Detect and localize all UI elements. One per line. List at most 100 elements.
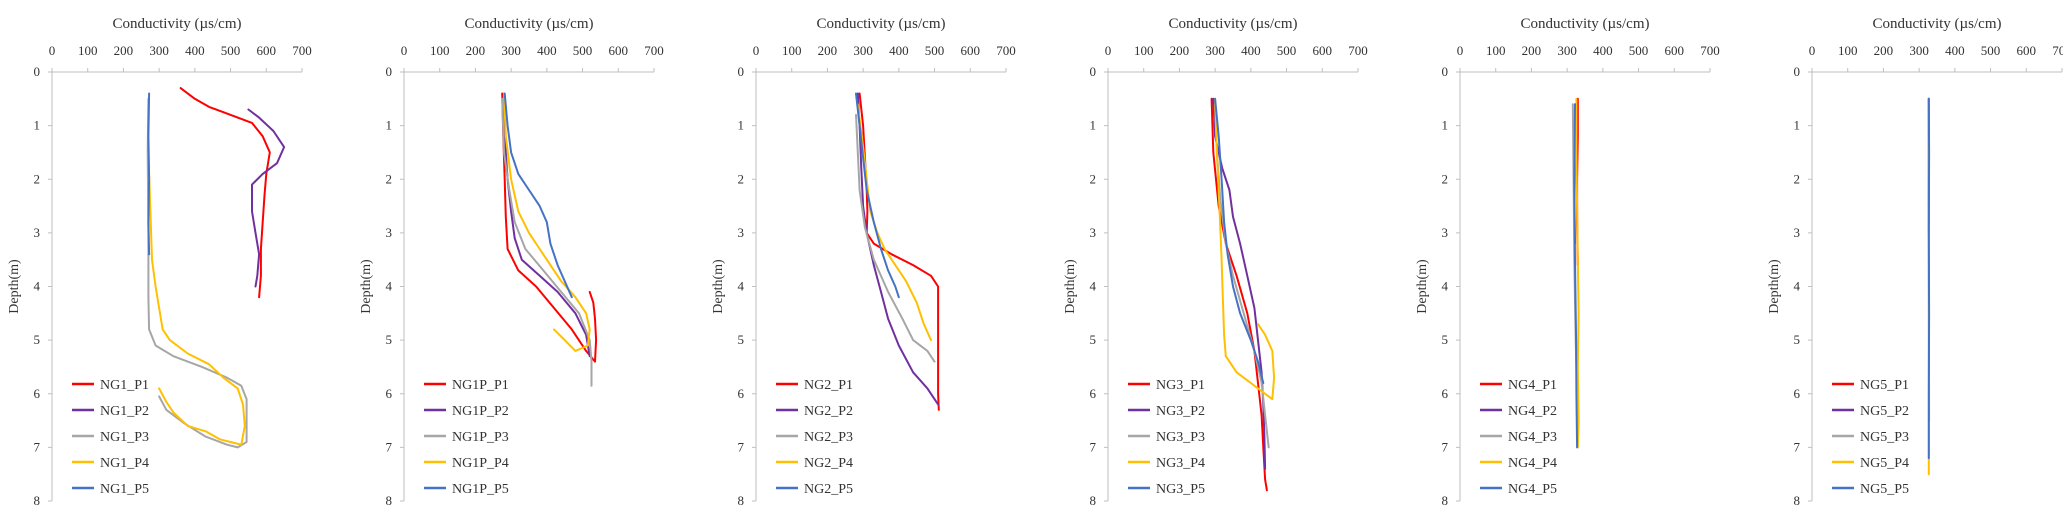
y-tick-label: 5 bbox=[34, 332, 41, 347]
y-tick-label: 4 bbox=[738, 279, 745, 294]
y-tick-label: 4 bbox=[1794, 279, 1801, 294]
y-tick-label: 5 bbox=[738, 332, 745, 347]
chart-panel-6: Conductivity (µs/cm) 0 100 200 300 400 500 600 7… bbox=[1767, 16, 2063, 508]
legend-label: NG5_P5 bbox=[1860, 482, 1909, 497]
series-line-ng2-p2 bbox=[856, 92, 940, 406]
x-tick-label: 700 bbox=[1700, 43, 1720, 58]
series-line-ng3-p1 bbox=[1210, 97, 1268, 492]
legend-label: NG4_P4 bbox=[1508, 456, 1557, 471]
x-tick-label: 600 bbox=[961, 43, 981, 58]
y-tick-label: 3 bbox=[1090, 225, 1097, 240]
legend-label: NG5_P3 bbox=[1860, 430, 1909, 445]
y-axis-title: Depth(m) bbox=[1063, 259, 1078, 314]
y-tick-label: 0 bbox=[34, 64, 41, 79]
x-tick-label: 200 bbox=[818, 43, 838, 58]
x-tick-label: 400 bbox=[185, 43, 205, 58]
y-tick-label: 7 bbox=[1442, 439, 1449, 454]
y-tick-label: 4 bbox=[1090, 279, 1097, 294]
series-line-ng3-p4 bbox=[1214, 97, 1276, 401]
y-axis-title: Depth(m) bbox=[359, 259, 374, 314]
y-tick-label: 8 bbox=[1442, 493, 1449, 508]
legend-label: NG1_P3 bbox=[100, 430, 149, 445]
y-tick-label: 2 bbox=[34, 171, 41, 186]
legend-label: NG3_P1 bbox=[1156, 378, 1205, 393]
legend-label: NG2_P5 bbox=[804, 482, 853, 497]
y-tick-label: 6 bbox=[738, 386, 745, 401]
y-tick-label: 7 bbox=[738, 439, 745, 454]
x-tick-label: 500 bbox=[1629, 43, 1649, 58]
y-tick-label: 8 bbox=[1794, 493, 1801, 508]
legend-label: NG1P_P1 bbox=[452, 378, 509, 393]
x-tick-label: 100 bbox=[78, 43, 98, 58]
legend-label: NG2_P4 bbox=[804, 456, 853, 471]
y-tick-label: 1 bbox=[738, 118, 745, 133]
x-tick-label: 100 bbox=[1486, 43, 1506, 58]
y-tick-label: 2 bbox=[738, 171, 745, 186]
y-tick-label: 3 bbox=[1794, 225, 1801, 240]
y-tick-label: 0 bbox=[1090, 64, 1097, 79]
x-tick-label: 400 bbox=[1945, 43, 1965, 58]
series-line-ng1p-p4 bbox=[503, 92, 591, 352]
x-tick-label: 0 bbox=[1457, 43, 1464, 58]
x-tick-label: 0 bbox=[401, 43, 408, 58]
y-tick-label: 5 bbox=[1442, 332, 1449, 347]
series-line-ng1-p5 bbox=[147, 92, 151, 256]
x-tick-label: 600 bbox=[1313, 43, 1333, 58]
x-tick-label: 100 bbox=[782, 43, 802, 58]
x-tick-label: 500 bbox=[221, 43, 241, 58]
legend-label: NG5_P4 bbox=[1860, 456, 1909, 471]
legend-label: NG1_P2 bbox=[100, 404, 149, 419]
y-tick-label: 4 bbox=[34, 279, 41, 294]
series-line-ng2-p3 bbox=[855, 113, 936, 363]
x-tick-label: 0 bbox=[1105, 43, 1112, 58]
x-tick-label: 200 bbox=[466, 43, 486, 58]
x-axis-title: Conductivity (µs/cm) bbox=[112, 16, 241, 32]
y-tick-label: 0 bbox=[1442, 64, 1449, 79]
x-axis-title: Conductivity (µs/cm) bbox=[1520, 16, 1649, 32]
x-tick-label: 500 bbox=[573, 43, 593, 58]
x-tick-label: 100 bbox=[1134, 43, 1154, 58]
y-tick-label: 3 bbox=[34, 225, 41, 240]
legend-label: NG2_P1 bbox=[804, 378, 853, 393]
legend-label: NG4_P1 bbox=[1508, 378, 1557, 393]
y-tick-label: 8 bbox=[1090, 493, 1097, 508]
x-tick-label: 700 bbox=[996, 43, 1016, 58]
y-tick-label: 6 bbox=[34, 386, 41, 401]
series-line-ng3-p5 bbox=[1214, 97, 1265, 384]
y-tick-label: 7 bbox=[386, 439, 393, 454]
legend-label: NG3_P5 bbox=[1156, 482, 1205, 497]
y-tick-label: 6 bbox=[386, 386, 393, 401]
y-tick-label: 1 bbox=[386, 118, 393, 133]
y-tick-label: 6 bbox=[1090, 386, 1097, 401]
y-axis-title: Depth(m) bbox=[711, 259, 726, 314]
series-line-ng1p-p5 bbox=[503, 92, 573, 299]
series-line-ng1p-p1 bbox=[501, 92, 598, 363]
y-tick-label: 7 bbox=[34, 439, 41, 454]
x-tick-label: 200 bbox=[114, 43, 134, 58]
y-tick-label: 6 bbox=[1794, 386, 1801, 401]
x-tick-label: 200 bbox=[1170, 43, 1190, 58]
series-line-ng1-p1 bbox=[179, 87, 271, 299]
chart-panel-3: Conductivity (µs/cm) 0 100 200 300 400 500 600 7… bbox=[711, 16, 1016, 508]
legend-label: NG1_P5 bbox=[100, 482, 149, 497]
x-tick-label: 400 bbox=[889, 43, 909, 58]
legend-label: NG1P_P3 bbox=[452, 430, 509, 445]
x-tick-label: 400 bbox=[537, 43, 557, 58]
series-line-ng4-p4 bbox=[1575, 97, 1580, 449]
x-tick-label: 600 bbox=[257, 43, 277, 58]
x-tick-label: 600 bbox=[1665, 43, 1685, 58]
x-tick-label: 700 bbox=[644, 43, 664, 58]
x-tick-label: 500 bbox=[1277, 43, 1297, 58]
series-line-ng2-p4 bbox=[856, 103, 932, 342]
legend-label: NG2_P2 bbox=[804, 404, 853, 419]
y-tick-label: 7 bbox=[1794, 439, 1801, 454]
y-tick-label: 0 bbox=[386, 64, 393, 79]
x-tick-label: 100 bbox=[1838, 43, 1858, 58]
x-tick-label: 300 bbox=[501, 43, 521, 58]
x-tick-label: 700 bbox=[1348, 43, 1368, 58]
y-axis-title: Depth(m) bbox=[7, 259, 22, 314]
y-tick-label: 7 bbox=[1090, 439, 1097, 454]
x-tick-label: 0 bbox=[753, 43, 760, 58]
series-line-ng1-p2 bbox=[247, 108, 286, 288]
legend-label: NG5_P1 bbox=[1860, 378, 1909, 393]
